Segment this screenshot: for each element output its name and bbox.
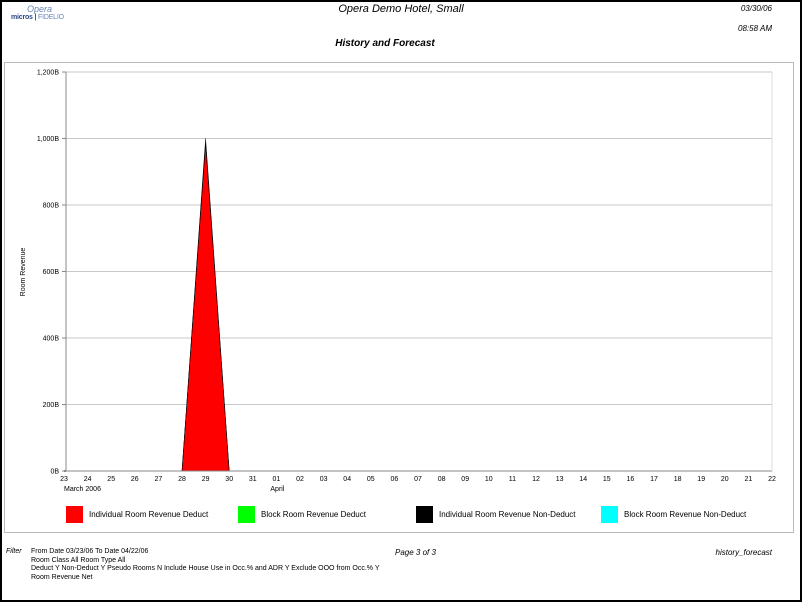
x-tick-label: 02 — [296, 476, 304, 483]
legend-item: Individual Room Revenue Deduct — [66, 506, 208, 523]
x-tick-label: 19 — [697, 476, 705, 483]
chart-box — [4, 62, 794, 533]
filter-line: Room Class All Room Type All — [31, 556, 126, 564]
x-tick-label: 03 — [320, 476, 328, 483]
legend-swatch — [66, 506, 83, 523]
filter-label: Filter — [6, 548, 22, 555]
y-tick-label: 0B — [50, 469, 59, 476]
report-name: history_forecast — [715, 548, 772, 557]
y-tick-label: 1,200B — [37, 70, 60, 77]
filter-line: Deduct Y Non-Deduct Y Pseudo Rooms N Inc… — [31, 565, 380, 573]
x-tick-label: 24 — [84, 476, 92, 483]
y-tick-label: 600B — [43, 269, 60, 276]
logo-micros: micros — [11, 14, 33, 21]
filter-details: From Date 03/23/06 To Date 04/22/06 Room… — [31, 548, 379, 583]
micros-fidelio-logo: micros | FIDELIO — [11, 14, 64, 21]
month-label: March 2006 — [64, 486, 101, 493]
legend-label: Individual Room Revenue Non-Deduct — [439, 510, 576, 519]
x-tick-label: 28 — [178, 476, 186, 483]
x-tick-label: 13 — [556, 476, 564, 483]
hotel-name: Opera Demo Hotel, Small — [338, 3, 464, 15]
legend-item: Individual Room Revenue Non-Deduct — [416, 506, 576, 523]
month-label: April — [270, 486, 284, 493]
y-tick-label: 200B — [43, 402, 60, 409]
x-tick-label: 06 — [391, 476, 399, 483]
x-tick-label: 18 — [674, 476, 682, 483]
x-tick-label: 05 — [367, 476, 375, 483]
legend-label: Individual Room Revenue Deduct — [89, 510, 209, 519]
x-tick-label: 15 — [603, 476, 611, 483]
report-title: History and Forecast — [335, 38, 435, 49]
x-tick-label: 22 — [768, 476, 776, 483]
y-tick-label: 1,000B — [37, 136, 60, 143]
x-tick-label: 30 — [225, 476, 233, 483]
x-tick-label: 31 — [249, 476, 257, 483]
x-tick-label: 29 — [202, 476, 210, 483]
x-tick-label: 23 — [60, 476, 68, 483]
legend-swatch — [238, 506, 255, 523]
x-tick-label: 21 — [745, 476, 753, 483]
x-tick-label: 08 — [438, 476, 446, 483]
legend-item: Block Room Revenue Non-Deduct — [601, 506, 746, 523]
x-tick-label: 12 — [532, 476, 540, 483]
x-tick-label: 25 — [107, 476, 115, 483]
x-tick-label: 09 — [461, 476, 469, 483]
x-tick-label: 26 — [131, 476, 139, 483]
x-tick-label: 01 — [273, 476, 281, 483]
page-number: Page 3 of 3 — [395, 548, 436, 557]
filter-line: From Date 03/23/06 To Date 04/22/06 — [31, 548, 149, 555]
legend-label: Block Room Revenue Deduct — [261, 510, 366, 519]
legend-swatch — [416, 506, 433, 523]
x-tick-label: 16 — [627, 476, 635, 483]
report-time: 08:58 AM — [738, 24, 772, 33]
x-tick-label: 10 — [485, 476, 493, 483]
filter-line: Room Revenue Net — [31, 574, 93, 582]
x-tick-label: 20 — [721, 476, 729, 483]
x-tick-label: 17 — [650, 476, 658, 483]
x-tick-label: 14 — [579, 476, 587, 483]
x-tick-label: 07 — [414, 476, 422, 483]
y-tick-label: 800B — [43, 203, 60, 210]
opera-logo: Opera — [27, 4, 53, 14]
y-tick-label: 400B — [43, 336, 60, 343]
legend-label: Block Room Revenue Non-Deduct — [624, 510, 747, 519]
legend-swatch — [601, 506, 618, 523]
report-date: 03/30/06 — [740, 4, 772, 13]
area-individual-room-revenue-non-deduct — [64, 138, 772, 472]
x-tick-label: 04 — [343, 476, 351, 483]
area-individual-room-revenue-deduct — [64, 143, 772, 472]
x-tick-label: 11 — [509, 476, 516, 483]
logo-fidelio: FIDELIO — [38, 14, 64, 21]
y-axis-label: Room Revenue — [20, 248, 27, 297]
legend-item: Block Room Revenue Deduct — [238, 506, 366, 523]
x-tick-label: 27 — [155, 476, 163, 483]
